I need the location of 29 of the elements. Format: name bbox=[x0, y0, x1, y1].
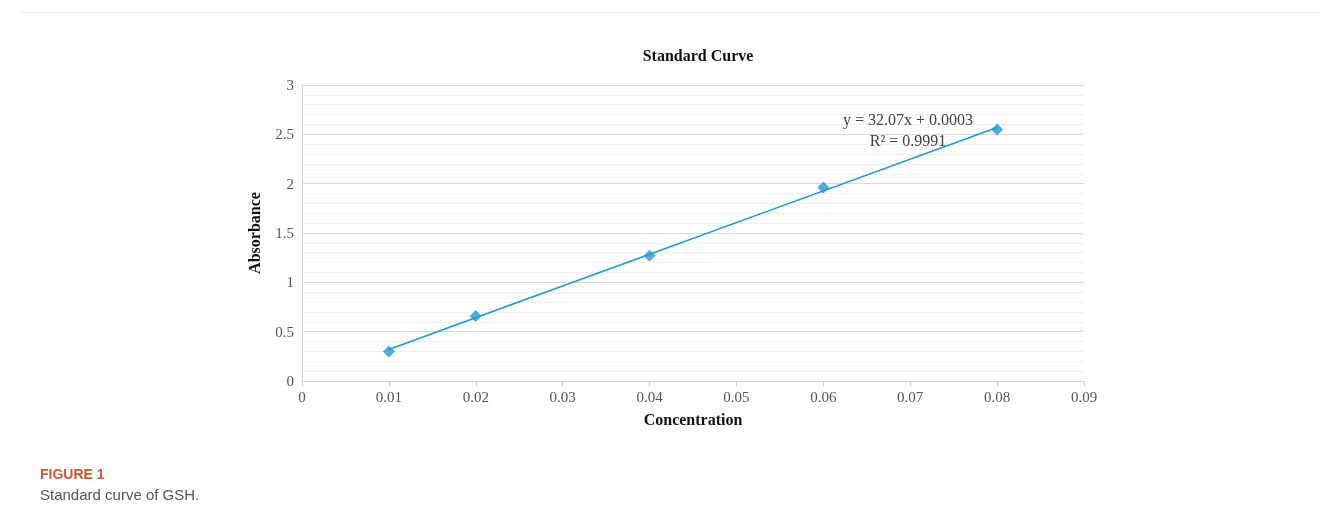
point bbox=[991, 123, 1004, 136]
point bbox=[382, 345, 395, 358]
caption: FIGURE 1 bbox=[40, 466, 105, 482]
x-tick-label: 0.07 bbox=[897, 388, 924, 405]
y-tick-label: 1.5 bbox=[275, 225, 294, 241]
y-tick-label: 2 bbox=[286, 175, 294, 192]
x-tick-label: 0.05 bbox=[723, 388, 750, 405]
x-tick-label: 0.01 bbox=[375, 388, 403, 405]
point bbox=[817, 181, 830, 194]
x-tick-label: 0.02 bbox=[462, 388, 489, 405]
annotation: R² = 0.9991 bbox=[869, 131, 947, 149]
y-tick-label: 0.5 bbox=[275, 323, 294, 340]
y-tick-label: 1 bbox=[286, 274, 294, 291]
annotation: y = 32.07x + 0.0003 bbox=[842, 110, 974, 129]
point bbox=[643, 249, 656, 262]
y-tick-label: 3 bbox=[286, 77, 294, 93]
chart-title: Standard Curve bbox=[642, 46, 754, 64]
text: Standard curve of GSH. bbox=[40, 486, 200, 503]
x-tick-label: 0.06 bbox=[810, 388, 837, 405]
x-axis-title: Concentration bbox=[643, 410, 743, 428]
y-tick-label: 0 bbox=[286, 373, 294, 389]
point bbox=[469, 309, 482, 322]
y-axis-title: Absorbance bbox=[245, 192, 263, 274]
x-tick-label: 0.09 bbox=[1070, 388, 1098, 405]
x-tick-label: 0.08 bbox=[983, 388, 1011, 405]
x-tick-label: 0.04 bbox=[636, 388, 664, 405]
y-tick-label: 2.5 bbox=[275, 126, 294, 143]
x-tick-label: 0.03 bbox=[549, 388, 576, 405]
x-tick-label: 0 bbox=[298, 388, 306, 405]
